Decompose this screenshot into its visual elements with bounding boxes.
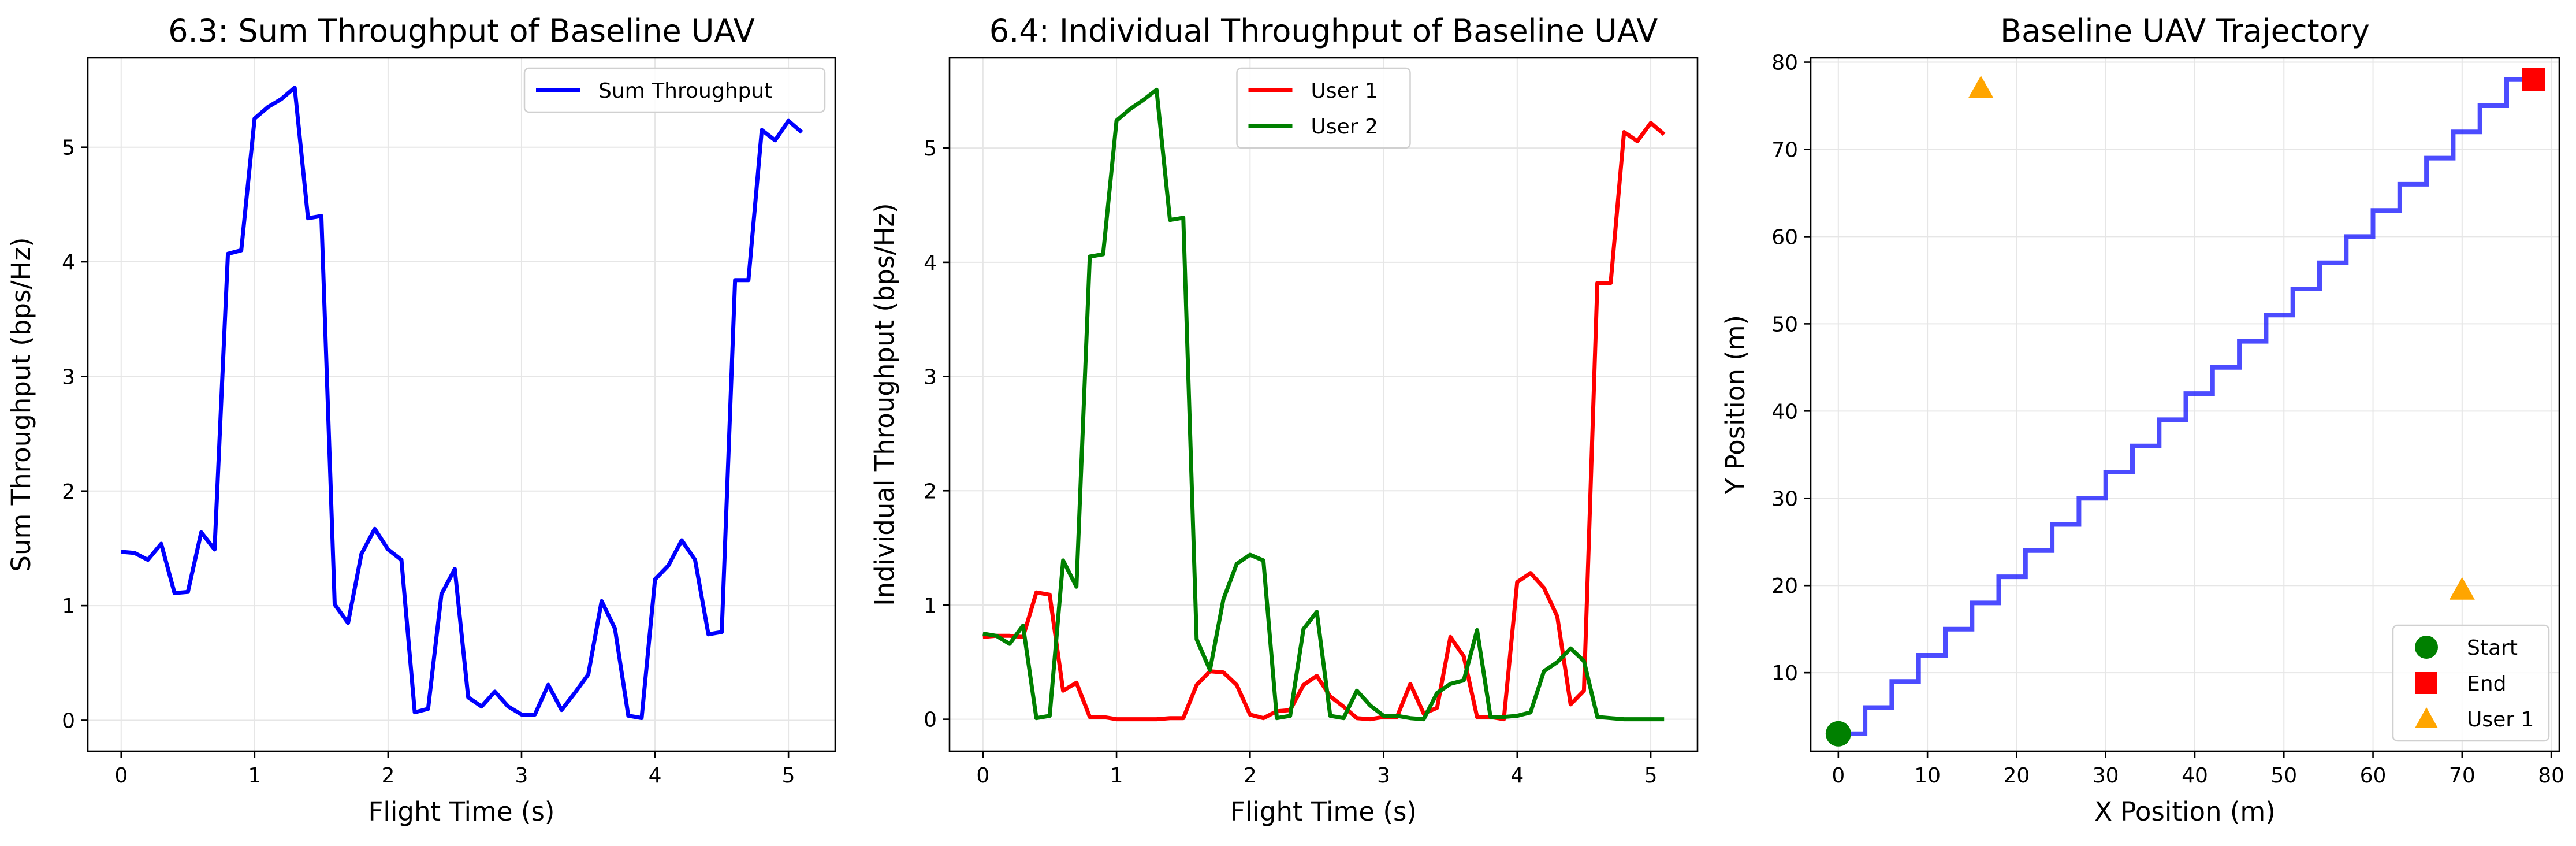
legend: User 1 User 2 — [1236, 67, 1411, 149]
y-tick-label: 20 — [1771, 574, 1798, 598]
x-tick-label: 1 — [248, 764, 261, 788]
start-marker — [1825, 721, 1851, 747]
y-tick-label: 5 — [62, 136, 75, 160]
y-tick-label: 10 — [1771, 662, 1798, 685]
x-tick-label: 20 — [2003, 764, 2030, 788]
y-tick-label: 60 — [1771, 225, 1798, 249]
y-tick-label: 4 — [62, 251, 75, 274]
y-tick-label: 2 — [62, 480, 75, 504]
x-tick-label: 0 — [976, 764, 989, 788]
series-line-1 — [982, 121, 1666, 722]
chart-title: 6.4: Individual Throughput of Baseline U… — [989, 13, 1658, 49]
x-tick-label: 80 — [2538, 764, 2564, 788]
x-tick-label: 60 — [2360, 764, 2387, 788]
y-tick-label: 80 — [1771, 51, 1798, 75]
legend-label: Sum Throughput — [598, 79, 772, 103]
chart-sum: 0 1 2 3 4 5 0 1 2 3 4 5 6.3: Sum Throughput of Basel… — [6, 13, 836, 827]
y-tick-label: 2 — [924, 480, 937, 503]
series-line-2 — [982, 87, 1665, 722]
x-tick-label: 2 — [381, 764, 394, 788]
y-tick-label: 70 — [1771, 138, 1798, 162]
chart-trajectory: 0 10 20 30 40 50 60 70 80 10 20 30 40 50 60 70 80 Baselin… — [1720, 13, 2564, 827]
x-tick-label: 5 — [782, 764, 795, 788]
legend-label: User 1 — [2467, 708, 2534, 732]
x-tick-label: 4 — [1510, 764, 1524, 788]
chart-title: 6.3: Sum Throughput of Baseline UAV — [168, 13, 755, 49]
y-tick-label: 30 — [1771, 487, 1798, 511]
user-marker — [1968, 75, 1994, 98]
axes-frame — [1810, 57, 2560, 752]
legend-label: User 2 — [1311, 115, 1378, 139]
y-tick-label: 3 — [924, 366, 937, 389]
x-tick-label: 4 — [649, 764, 662, 788]
y-tick-label: 1 — [62, 595, 75, 618]
x-tick-label: 2 — [1244, 764, 1257, 788]
y-tick-label: 0 — [924, 708, 937, 732]
legend-square-swatch — [2415, 672, 2437, 694]
x-axis-label: X Position (m) — [2094, 796, 2276, 827]
legend-circle-swatch — [2415, 636, 2438, 659]
axes-frame — [948, 57, 1699, 752]
y-tick-label: 50 — [1771, 313, 1798, 336]
user-marker — [2449, 577, 2475, 600]
y-axis-label: Y Position (m) — [1720, 315, 1751, 495]
y-tick-label: 1 — [924, 594, 937, 618]
x-tick-label: 40 — [2182, 764, 2208, 788]
y-tick-label: 40 — [1771, 400, 1798, 424]
end-marker — [2522, 68, 2545, 91]
chart-title: Baseline UAV Trajectory — [2000, 13, 2370, 49]
y-axis-label: Sum Throughput (bps/Hz) — [6, 237, 36, 572]
x-tick-label: 3 — [515, 764, 528, 788]
x-tick-label: 50 — [2270, 764, 2297, 788]
legend: Start End User 1 — [2392, 624, 2550, 742]
legend-label: Start — [2467, 636, 2518, 660]
legend-label: User 1 — [1311, 79, 1378, 103]
x-tick-label: 70 — [2449, 764, 2476, 788]
y-tick-label: 5 — [924, 137, 937, 161]
y-axis-label: Individual Throughput (bps/Hz) — [869, 203, 900, 606]
x-tick-label: 0 — [1832, 764, 1845, 788]
x-tick-label: 0 — [114, 764, 128, 788]
x-axis-label: Flight Time (s) — [1230, 796, 1417, 827]
y-tick-label: 0 — [62, 709, 75, 733]
trajectory-path — [1838, 77, 2534, 736]
legend-triangle-swatch — [2415, 707, 2438, 728]
x-tick-label: 3 — [1377, 764, 1390, 788]
y-tick-label: 4 — [924, 251, 937, 275]
axes-frame — [87, 57, 836, 752]
x-tick-label: 1 — [1110, 764, 1123, 788]
legend-box — [523, 67, 826, 113]
x-axis-label: Flight Time (s) — [368, 796, 555, 827]
series-line-1 — [121, 86, 803, 720]
y-tick-label: 3 — [62, 365, 75, 389]
chart-individual: 0 1 2 3 4 5 0 1 2 3 4 5 6.4: Individual Throughput o… — [869, 13, 1699, 827]
x-tick-label: 30 — [2093, 764, 2119, 788]
legend-label: End — [2467, 672, 2506, 696]
x-tick-label: 10 — [1914, 764, 1941, 788]
legend: Sum Throughput — [523, 67, 826, 113]
x-tick-label: 5 — [1644, 764, 1658, 788]
